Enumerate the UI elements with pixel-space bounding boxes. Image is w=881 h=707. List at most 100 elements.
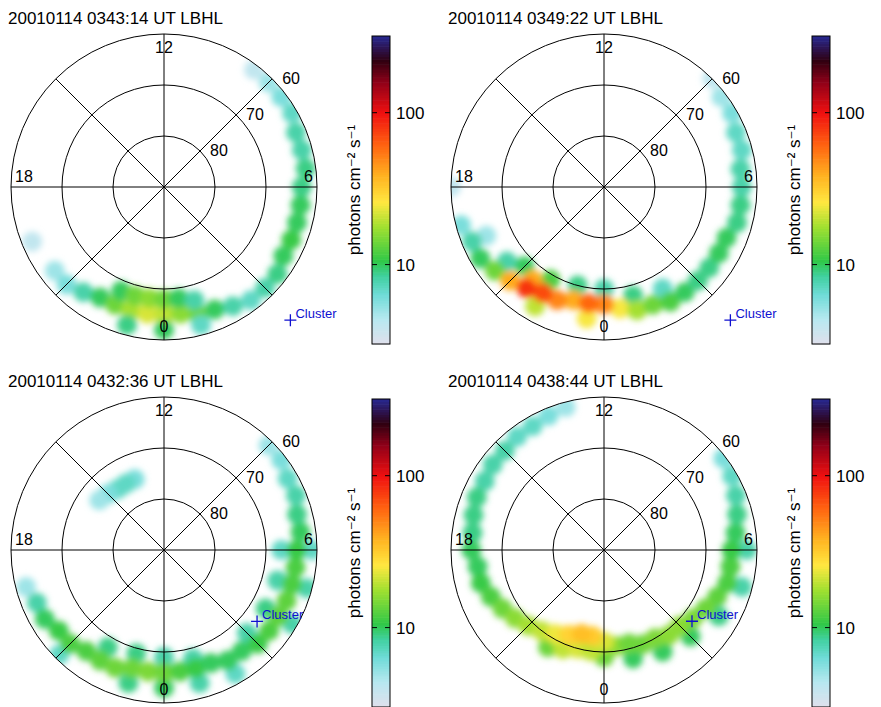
mlt-label: 0: [160, 681, 169, 698]
mlt-line: [604, 34, 605, 187]
colorbar-tick-label: 10: [396, 619, 415, 638]
mlt-line: [11, 187, 164, 188]
mlt-line: [496, 79, 604, 187]
colorbar-tick: [812, 112, 817, 113]
cluster-label: Cluster: [697, 607, 739, 622]
mlt-line: [604, 187, 757, 188]
colorbar-tick: [812, 627, 817, 628]
emission-cell: [205, 300, 225, 320]
mlt-line: [164, 79, 272, 187]
emission-cell: [731, 195, 751, 215]
emission-cell: [89, 490, 109, 510]
colorbar-tick-label: 100: [836, 467, 864, 486]
figure: 20010114 0343:14 UT LBHL061218807060Clus…: [0, 0, 881, 707]
mlt-line: [604, 550, 712, 658]
colorbar-tick: [385, 112, 390, 113]
emission-cell: [286, 122, 306, 142]
lat-label: 70: [686, 469, 704, 486]
mlt-label: 6: [304, 168, 313, 185]
colorbar-tick: [372, 627, 377, 628]
colorbar-tick-label: 10: [836, 619, 855, 638]
emission: [22, 60, 316, 340]
emission: [441, 69, 752, 329]
mlt-line: [604, 442, 712, 550]
panel-title: 20010114 0349:22 UT LBHL: [448, 9, 663, 28]
emission-cell: [726, 485, 746, 505]
grid: [451, 34, 757, 340]
mlt-line: [164, 550, 272, 658]
mlt-line: [164, 442, 272, 550]
grid: [11, 34, 317, 340]
mlt-label: 0: [160, 318, 169, 335]
emission-cell: [22, 232, 42, 252]
emission-cell: [191, 315, 211, 335]
emission-cell: [201, 653, 221, 673]
mlt-line: [496, 187, 604, 295]
emission-cell: [287, 213, 307, 233]
emission-cell: [154, 678, 174, 698]
panel-title: 20010114 0438:44 UT LBHL: [448, 372, 663, 391]
mlt-line: [496, 550, 604, 658]
colorbar: 10100photons cm⁻² s⁻¹: [345, 399, 424, 707]
mlt-label: 6: [304, 531, 313, 548]
mlt-line: [11, 550, 164, 551]
mlt-line: [56, 187, 164, 295]
lat-circle: [451, 34, 757, 340]
mlt-line: [604, 79, 712, 187]
mlt-label: 18: [455, 168, 473, 185]
colorbar-tick: [385, 627, 390, 628]
lat-circle: [11, 34, 317, 340]
emission: [461, 397, 756, 668]
mlt-line: [164, 34, 165, 187]
colorbar: 10100photons cm⁻² s⁻¹: [785, 36, 864, 345]
panel: 20010114 0343:14 UT LBHL061218807060Clus…: [8, 9, 424, 345]
emission-cell: [292, 140, 312, 160]
colorbar-tick: [372, 112, 377, 113]
lat-circle: [11, 397, 317, 703]
mlt-label: 12: [155, 402, 173, 419]
mlt-line: [56, 79, 164, 187]
colorbar-frame: [372, 36, 390, 344]
emission-cell: [726, 523, 746, 543]
emission-cell: [727, 213, 747, 233]
colorbar-tick: [385, 475, 390, 476]
emission-cell: [117, 315, 137, 335]
mlt-line: [604, 550, 757, 551]
colorbar-tick: [825, 112, 830, 113]
emission-cell: [579, 293, 599, 313]
panel-title: 20010114 0343:14 UT LBHL: [8, 9, 223, 28]
mlt-line: [451, 550, 604, 551]
colorbar-tick: [385, 264, 390, 265]
colorbar-label: photons cm⁻² s⁻¹: [345, 124, 364, 255]
colorbar-tick: [812, 475, 817, 476]
emission-cell: [105, 658, 125, 678]
lat-label: 60: [722, 70, 740, 87]
emission-cell: [291, 195, 311, 215]
mlt-label: 18: [15, 531, 33, 548]
emission-cell: [282, 574, 302, 594]
mlt-label: 12: [595, 39, 613, 56]
mlt-line: [604, 187, 712, 295]
emission-cell: [722, 466, 742, 486]
cluster-label: Cluster: [295, 306, 337, 321]
colorbar-frame: [812, 36, 830, 344]
panel: 20010114 0432:36 UT LBHL061218807060Clus…: [8, 372, 424, 707]
emission-cell: [726, 122, 746, 142]
colorbar-tick: [825, 475, 830, 476]
colorbar-tick: [825, 264, 830, 265]
colorbar-tick-label: 100: [836, 104, 864, 123]
colorbar: 10100photons cm⁻² s⁻¹: [785, 399, 864, 707]
panel: 20010114 0349:22 UT LBHL061218807060Clus…: [441, 9, 864, 345]
emission-cell: [287, 504, 307, 524]
emission-cell: [727, 504, 747, 524]
colorbar-frame: [372, 399, 390, 707]
lat-label: 70: [686, 106, 704, 123]
mlt-label: 12: [155, 39, 173, 56]
colorbar: 10100photons cm⁻² s⁻¹: [345, 36, 424, 345]
mlt-line: [451, 187, 604, 188]
mlt-label: 6: [744, 168, 753, 185]
lat-label: 70: [246, 106, 264, 123]
emission-cell: [643, 295, 663, 315]
mlt-line: [164, 187, 317, 188]
emission-cell: [467, 487, 487, 507]
